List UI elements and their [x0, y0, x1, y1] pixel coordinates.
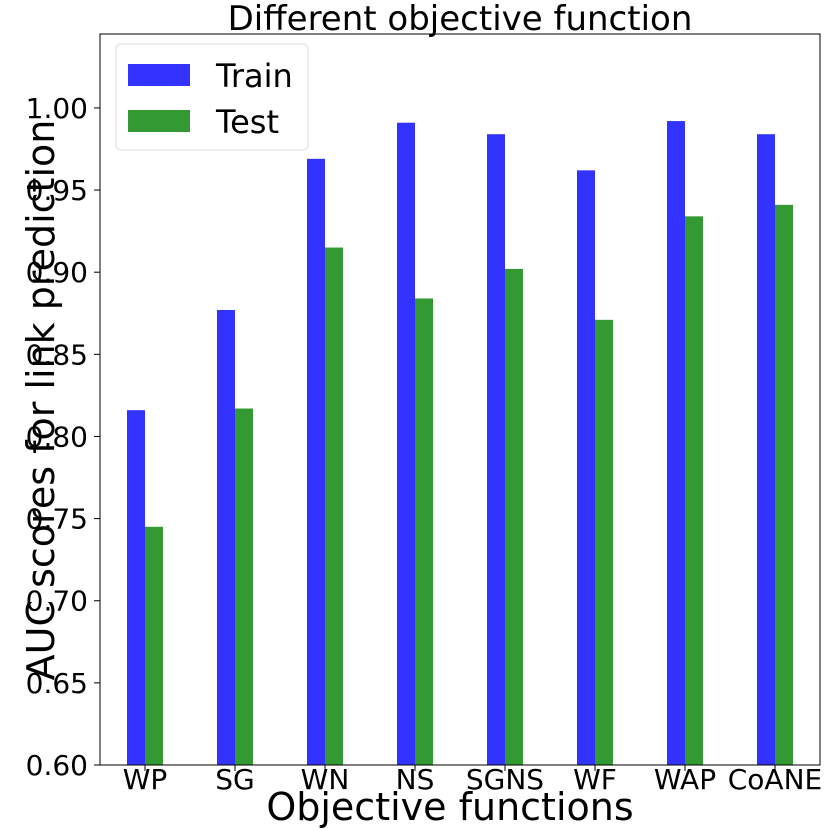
x-axis: WP SG WN NS SGNS WF WAP CoANE — [123, 763, 823, 796]
x-tick-label: WAP — [654, 763, 716, 796]
legend: Train Test — [115, 43, 309, 151]
bar-train-wn — [307, 158, 325, 766]
y-tick-label: 0.60 — [26, 749, 88, 782]
x-tick-label: SG — [215, 763, 254, 796]
legend-label-train: Train — [215, 57, 293, 95]
bars-group — [127, 121, 793, 766]
y-tick-label: 0.75 — [26, 503, 88, 536]
bar-test-wp — [145, 526, 163, 765]
bar-train-sgns — [487, 134, 505, 765]
bar-train-wp — [127, 410, 145, 765]
bar-train-ns — [397, 122, 415, 765]
bar-train-wf — [577, 170, 595, 766]
x-tick-label: NS — [396, 763, 435, 796]
legend-swatch-train — [128, 64, 190, 86]
y-axis: 0.60 0.65 0.70 0.75 0.80 0.85 0.90 0.95 1.00 — [26, 92, 100, 782]
y-tick-label: 0.80 — [26, 420, 88, 453]
y-tick-label: 0.85 — [26, 338, 88, 371]
bar-test-sgns — [505, 268, 523, 765]
x-tick-label: WP — [123, 763, 168, 796]
bar-train-wap — [667, 121, 685, 765]
bar-test-wn — [325, 247, 343, 766]
bar-test-wf — [595, 319, 613, 765]
y-tick-label: 1.00 — [26, 92, 88, 125]
bar-train-sg — [217, 309, 235, 765]
bar-train-coane — [757, 134, 775, 765]
y-axis-label: AUC scores for link prediction — [19, 120, 63, 681]
bar-test-coane — [775, 204, 793, 766]
bar-test-ns — [415, 298, 433, 765]
legend-label-test: Test — [215, 103, 279, 141]
x-axis-label: Objective functions — [266, 785, 633, 829]
bar-test-wap — [685, 216, 703, 766]
x-tick-label: WF — [573, 763, 617, 796]
x-tick-label: WN — [301, 763, 350, 796]
bar-test-sg — [235, 408, 253, 765]
plot-frame — [99, 33, 821, 766]
y-tick-label: 0.90 — [26, 256, 88, 289]
chart-title: Different objective function — [228, 0, 693, 39]
x-tick-label: CoANE — [728, 763, 822, 796]
legend-swatch-test — [128, 110, 190, 132]
x-tick-label: SGNS — [466, 763, 544, 796]
y-tick-label: 0.95 — [26, 174, 88, 207]
y-tick-label: 0.70 — [26, 585, 88, 618]
y-tick-label: 0.65 — [26, 667, 88, 700]
